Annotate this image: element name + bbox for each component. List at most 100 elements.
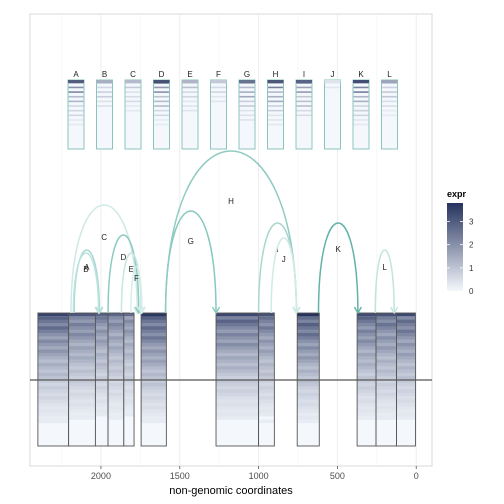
sample-expression-band (268, 100, 283, 103)
sample-expression-band (239, 100, 255, 103)
exon-expression-band (95, 329, 109, 334)
sample-expression-band (239, 95, 255, 98)
exon-expression-band (37, 359, 69, 364)
junction-arc (164, 150, 298, 314)
sample-expression-band (154, 109, 169, 112)
exon-expression-band (37, 386, 69, 390)
sample-expression-band (382, 100, 397, 103)
junction-J: J (270, 237, 301, 315)
exon-top-cap (95, 313, 109, 316)
sample-expression-band (239, 109, 255, 112)
exon-expression-band (123, 409, 135, 414)
exon-expression-band (108, 376, 124, 380)
sample-expression-band (268, 105, 283, 107)
sample-label: K (358, 70, 364, 79)
sample-expression-band (268, 114, 283, 117)
sample-expression-band (382, 109, 397, 112)
exon-expression-band (123, 396, 135, 400)
exon-expression-band (396, 416, 416, 420)
exon-expression-band (108, 379, 124, 384)
sample-expression-band (125, 109, 141, 112)
exon-expression-band (216, 336, 259, 340)
exon-expression-band (141, 356, 167, 360)
exon-expression-band (258, 392, 275, 397)
exon-expression-band (396, 386, 416, 390)
exon-expression-band (68, 346, 96, 350)
sample-column-A: A (67, 70, 85, 150)
exon-expression-band (141, 376, 167, 380)
exon-expression-band (258, 362, 275, 367)
junction-F: F (130, 266, 147, 315)
junction-label: B (83, 265, 88, 274)
exon-expression-band (123, 379, 135, 384)
exon-expression-band (357, 329, 377, 334)
exon-expression-band (297, 322, 320, 327)
sample-expression-band (97, 100, 112, 103)
sample-columns: A B C D E F G H I J K L (67, 70, 398, 150)
exon-expression-band (216, 402, 259, 407)
exon-expression-band (141, 342, 167, 347)
exon-expression-band (357, 416, 377, 420)
exon-expression-band (95, 369, 109, 374)
exon-expression-band (123, 389, 135, 394)
exon-expression-band (141, 386, 167, 390)
exon-expression-band (258, 382, 275, 387)
legend-title: expr (447, 189, 467, 199)
exon-expression-band (123, 372, 135, 377)
sample-expression-band (154, 86, 169, 89)
exon-expression-band (37, 396, 69, 400)
sample-expression-band (296, 95, 312, 98)
legend-ticks: 0 1 2 3 (447, 218, 474, 296)
exon-expression-band (376, 386, 397, 390)
exon-expression-band (216, 356, 259, 360)
exon-expression-band (95, 392, 109, 397)
exon-expression-band (95, 412, 109, 417)
exon-expression-band (95, 346, 109, 350)
exon-expression-band (297, 389, 320, 394)
sample-top-cap (210, 80, 227, 83)
exon-expression-band (376, 336, 397, 340)
exon-expression-band (68, 399, 96, 404)
sample-expression-band (353, 91, 369, 93)
exon-expression-band (396, 332, 416, 337)
sample-expression-band (97, 91, 112, 93)
exon-expression-band (108, 329, 124, 334)
exon-expression-band (123, 382, 135, 387)
exon-expression-band (37, 352, 69, 357)
exon-expression-band (141, 352, 167, 357)
exon-expression-band (108, 409, 124, 414)
sample-expression-band (182, 100, 198, 103)
exon-expression-band (95, 372, 109, 377)
exon-expression-band (297, 349, 320, 354)
exon-expression-band (68, 332, 96, 337)
exon-block (396, 312, 416, 447)
exon-expression-band (216, 379, 259, 384)
exon-top-cap (141, 313, 167, 316)
exon-expression-band (297, 376, 320, 380)
exon-expression-band (297, 316, 320, 321)
exon-expression-band (216, 382, 259, 387)
exon-expression-band (216, 316, 259, 321)
exon-expression-band (216, 409, 259, 414)
sample-expression-band (68, 91, 84, 93)
exon-expression-band (95, 382, 109, 387)
exon-expression-band (258, 366, 275, 370)
exon-expression-band (37, 322, 69, 327)
exon-top-cap (297, 313, 320, 316)
exon-expression-band (37, 409, 69, 414)
exon-expression-band (357, 326, 377, 331)
exon-expression-band (258, 339, 275, 344)
exon-expression-band (37, 416, 69, 420)
sample-expression-band (353, 100, 369, 103)
sample-expression-band (296, 105, 312, 107)
sample-label: I (303, 70, 305, 79)
exon-expression-band (108, 372, 124, 377)
legend-tick-label: 0 (469, 287, 474, 296)
sample-column-box (124, 79, 142, 150)
exon-expression-band (376, 406, 397, 410)
exon-expression-band (37, 382, 69, 387)
exon-expression-band (396, 402, 416, 407)
exon-expression-band (108, 382, 124, 387)
exon-expression-band (68, 406, 96, 410)
exon-expression-band (37, 406, 69, 410)
